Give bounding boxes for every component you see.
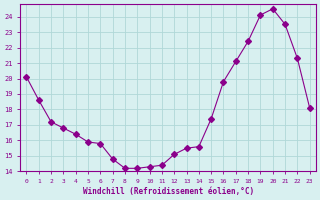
X-axis label: Windchill (Refroidissement éolien,°C): Windchill (Refroidissement éolien,°C) xyxy=(83,187,254,196)
